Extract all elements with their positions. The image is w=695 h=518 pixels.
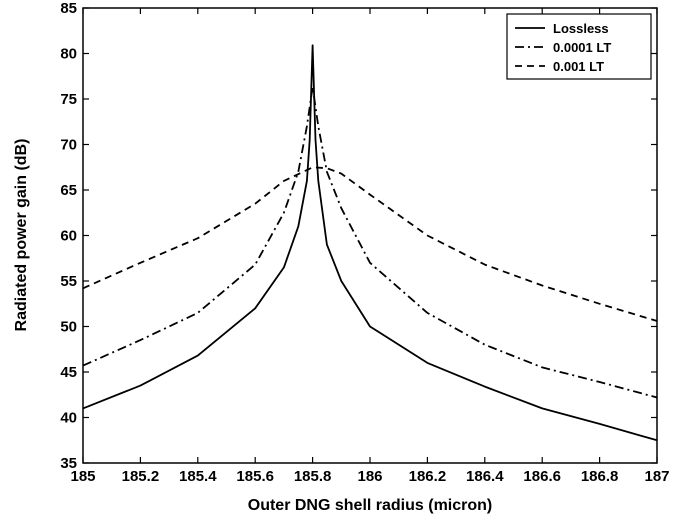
- x-tick-label: 185.4: [179, 468, 217, 485]
- x-tick-label: 186.8: [581, 468, 619, 485]
- series-line-1: [82, 86, 658, 399]
- x-tick-label: 186.2: [409, 468, 447, 485]
- x-tick-label: 186.6: [523, 468, 561, 485]
- legend-label: 0.0001 LT: [553, 40, 611, 55]
- legend-label: Lossless: [553, 21, 609, 36]
- x-tick-label: 185.6: [236, 468, 274, 485]
- x-tick-label: 186: [357, 468, 382, 485]
- series-line-2: [82, 166, 658, 322]
- y-tick-label: 70: [60, 137, 77, 154]
- series-lines: [82, 44, 658, 442]
- x-tick-label: 185.8: [294, 468, 332, 485]
- x-axis-title: Outer DNG shell radius (micron): [248, 497, 492, 514]
- y-tick-label: 40: [60, 410, 77, 427]
- y-tick-label: 75: [60, 91, 77, 108]
- legend: Lossless 0.0001 LT 0.001 LT: [506, 13, 652, 80]
- series-line-0: [82, 44, 658, 442]
- y-tick-label: 50: [60, 319, 77, 336]
- x-tick-label: 185.2: [122, 468, 160, 485]
- legend-box: [506, 13, 652, 80]
- y-tick-label: 80: [60, 46, 77, 63]
- y-tick-label: 60: [60, 228, 77, 245]
- x-tick-label: 187: [644, 468, 669, 485]
- x-tick-label: 186.4: [466, 468, 504, 485]
- y-tick-label: 35: [60, 455, 77, 472]
- y-axis-ticks: 35 40 45 50 55 60 65 70 75 80 85: [60, 0, 657, 472]
- y-tick-label: 45: [60, 364, 77, 381]
- plot-area: [82, 7, 658, 464]
- y-tick-label: 65: [60, 182, 77, 199]
- y-tick-label: 55: [60, 273, 77, 290]
- y-axis-title: Radiated power gain (dB): [13, 139, 30, 332]
- legend-label: 0.001 LT: [553, 59, 604, 74]
- x-tick-label: 185: [70, 468, 95, 485]
- y-tick-label: 85: [60, 0, 77, 17]
- x-axis-ticks: 185 185.2 185.4 185.6 185.8 186 186.2 186.4 186.…: [70, 8, 670, 485]
